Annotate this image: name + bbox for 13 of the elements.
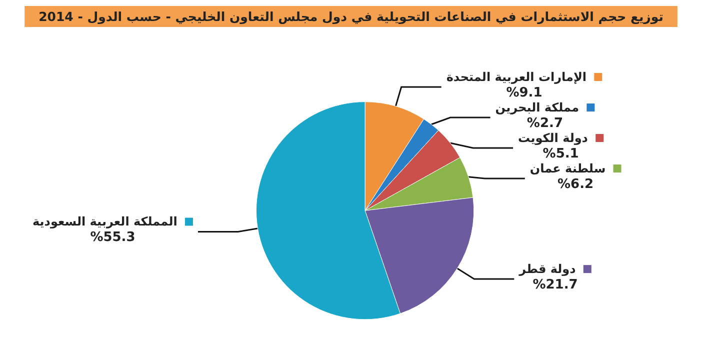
data-label: %55.3 — [90, 230, 136, 246]
data-label: %5.1 — [542, 146, 579, 162]
legend-label: دولة قطر — [518, 262, 576, 276]
data-label: %21.7 — [532, 278, 578, 293]
legend-label: الإمارات العربية المتحدة — [446, 70, 587, 84]
data-label: %9.1 — [506, 86, 542, 101]
data-label: %2.7 — [526, 116, 564, 132]
legend-label: مملكة البحرين — [495, 100, 580, 115]
data-label: %6.2 — [558, 177, 594, 192]
chart-title: توزيع حجم الاستثمارات في الصناعات التحويلية في دول مجلس التعاون الخليجي - حسب الدول - 2014 — [38, 9, 664, 25]
legend-label: سلطنة عمان — [530, 162, 606, 176]
legend-label: دولة الكويت — [518, 131, 588, 146]
legend-label: المملكة العربية السعودية — [32, 214, 178, 229]
